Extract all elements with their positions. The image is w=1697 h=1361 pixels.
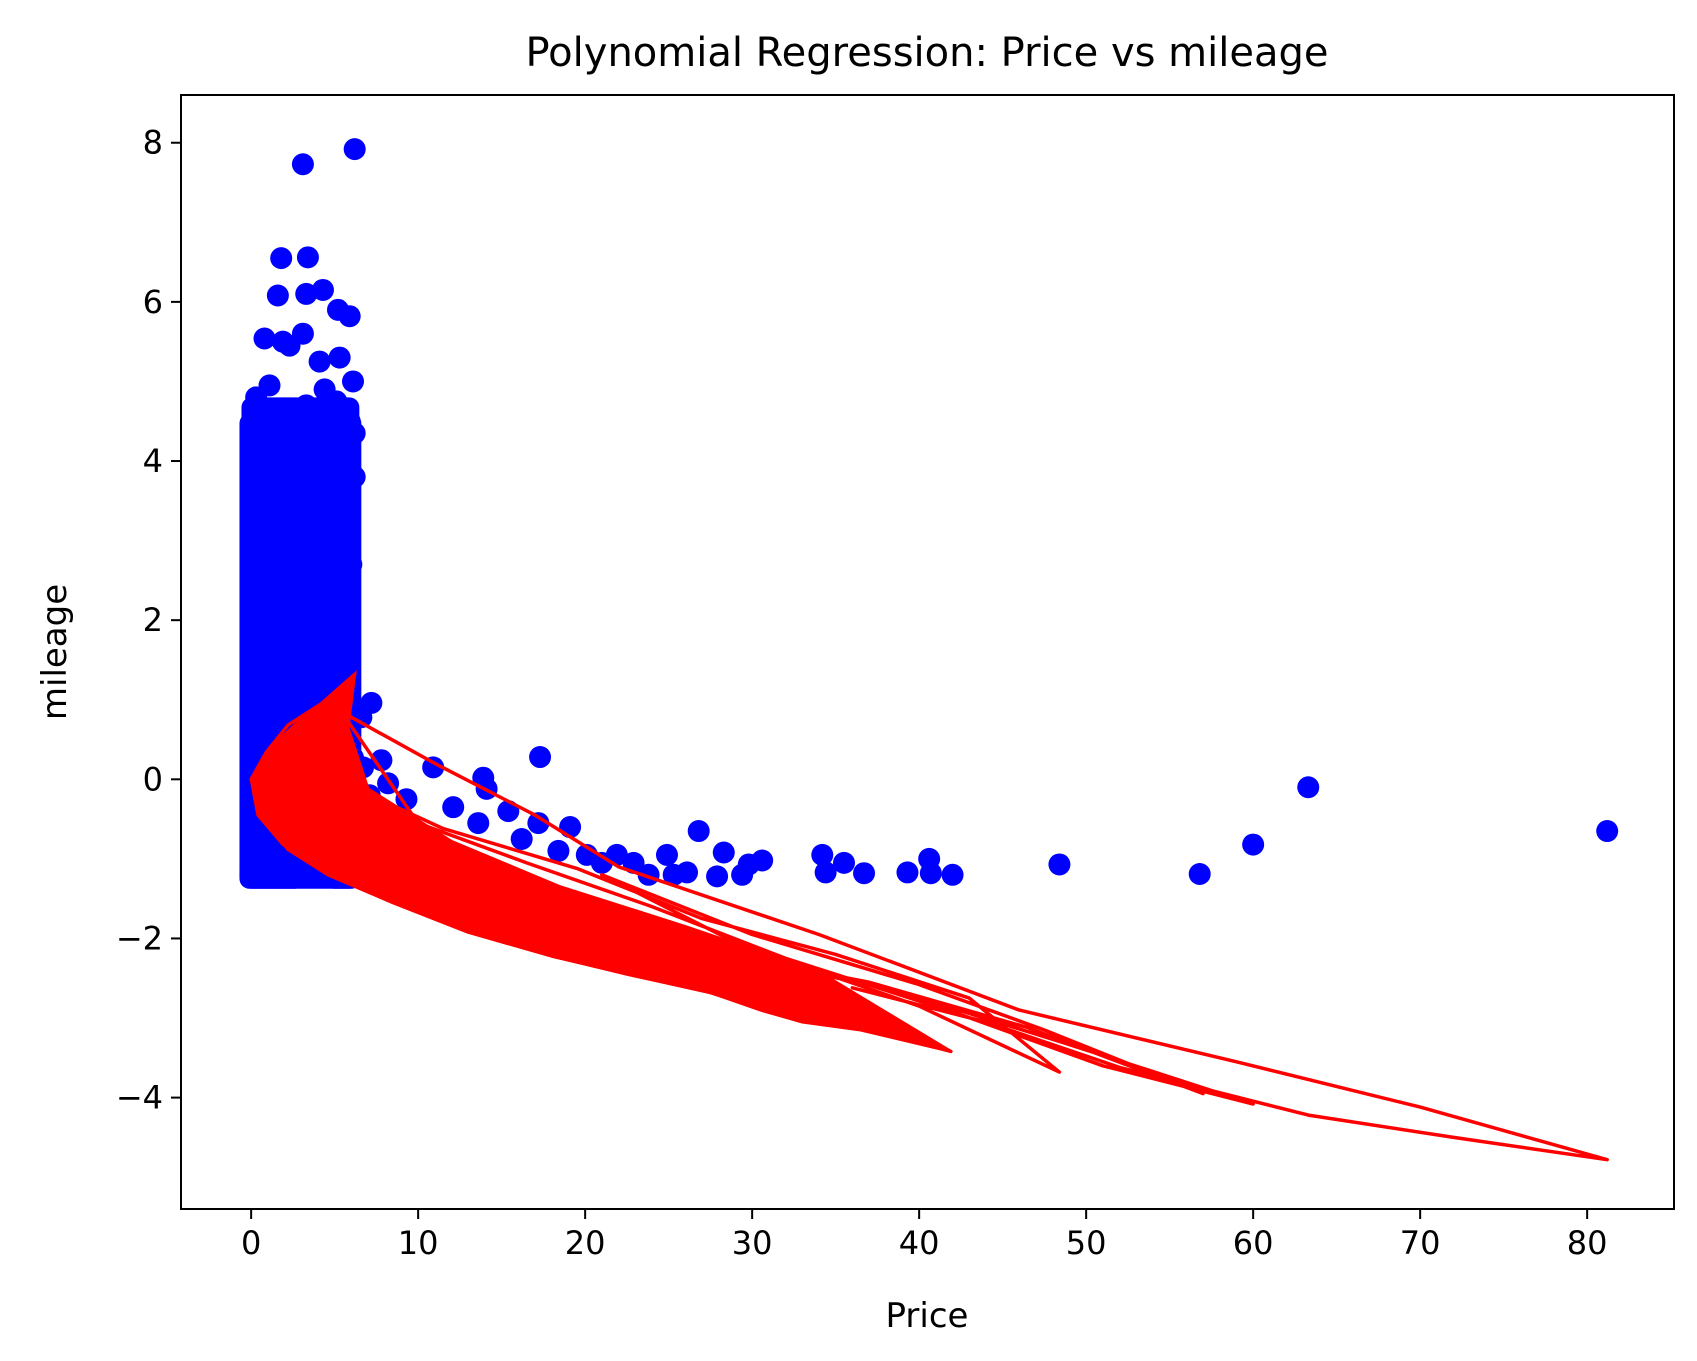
data-point-17: [258, 374, 281, 397]
data-point-37: [350, 706, 373, 729]
data-point-5: [295, 282, 318, 305]
data-point-35: [328, 621, 351, 644]
data-point-0: [291, 153, 314, 176]
data-point-54: [547, 839, 570, 862]
x-axis: 0 10 20 30 40 50 60 70 80: [241, 1209, 1608, 1262]
x-tick-label-1: 10: [398, 1224, 439, 1262]
data-point-68: [751, 849, 774, 872]
y-axis: −4 −2 0 2 4 6 8: [116, 124, 181, 1117]
data-point-34: [330, 605, 353, 628]
y-tick-label-2: 0: [143, 760, 163, 798]
data-point-28: [343, 465, 366, 488]
chart-title: Polynomial Regression: Price vs mileage: [525, 30, 1328, 76]
data-point-14: [328, 346, 351, 369]
data-point-1: [343, 138, 366, 161]
y-tick-label-6: 8: [143, 124, 163, 162]
data-point-9: [253, 327, 276, 350]
plot-area: [239, 138, 1619, 1162]
data-point-53: [559, 816, 582, 839]
data-point-51: [529, 746, 552, 769]
data-point-25: [248, 434, 271, 457]
data-point-52: [527, 812, 550, 835]
data-point-77: [1048, 853, 1071, 876]
data-point-50: [510, 827, 533, 850]
data-point-32: [340, 553, 363, 576]
y-tick-label-0: −4: [116, 1079, 163, 1117]
x-tick-label-7: 70: [1400, 1224, 1441, 1262]
data-point-73: [896, 861, 919, 884]
data-point-48: [467, 812, 490, 835]
data-point-21: [325, 390, 348, 413]
data-point-18: [273, 402, 296, 425]
data-point-4: [266, 284, 289, 307]
data-point-70: [814, 861, 837, 884]
x-tick-label-8: 80: [1567, 1224, 1608, 1262]
data-point-12: [291, 322, 314, 345]
data-point-79: [1242, 833, 1265, 856]
data-point-15: [342, 370, 365, 393]
data-point-30: [328, 505, 351, 528]
y-tick-label-1: −2: [116, 919, 163, 957]
y-tick-label-3: 2: [143, 601, 163, 639]
data-point-33: [337, 573, 360, 596]
data-point-13: [308, 350, 331, 373]
data-point-24: [343, 422, 366, 445]
data-point-23: [243, 406, 266, 429]
fit-line: [249, 672, 1609, 1162]
data-point-2: [270, 247, 293, 270]
data-point-60: [655, 843, 678, 866]
data-point-78: [1188, 863, 1211, 886]
data-point-31: [338, 529, 361, 552]
x-axis-title: Price: [886, 1296, 969, 1336]
data-point-6: [311, 278, 334, 301]
data-point-26: [333, 438, 356, 461]
data-point-62: [676, 861, 699, 884]
x-tick-label-6: 60: [1233, 1224, 1274, 1262]
data-point-69: [811, 843, 834, 866]
data-point-72: [853, 862, 876, 885]
data-point-71: [832, 851, 855, 874]
data-point-44: [422, 756, 445, 779]
data-point-65: [712, 841, 735, 864]
data-point-63: [687, 820, 710, 843]
data-point-45: [442, 796, 465, 819]
data-point-19: [295, 394, 318, 417]
data-point-29: [331, 481, 354, 504]
x-tick-label-2: 20: [565, 1224, 606, 1262]
x-tick-label-3: 30: [732, 1224, 773, 1262]
data-point-81: [1596, 820, 1619, 843]
data-point-8: [338, 305, 361, 328]
y-tick-label-5: 6: [143, 283, 163, 321]
data-point-40: [370, 749, 393, 772]
plot-frame: [180, 94, 1675, 1210]
x-tick-label-4: 40: [899, 1224, 940, 1262]
x-tick-label-0: 0: [241, 1224, 261, 1262]
data-point-43: [395, 788, 418, 811]
data-point-27: [240, 465, 263, 488]
data-point-64: [706, 865, 729, 888]
y-tick-label-4: 4: [143, 442, 163, 480]
x-tick-label-5: 50: [1066, 1224, 1107, 1262]
data-point-80: [1297, 776, 1320, 799]
data-point-75: [919, 862, 942, 885]
data-point-76: [941, 863, 964, 886]
y-axis-title: mileage: [35, 584, 75, 720]
data-point-3: [296, 246, 319, 269]
